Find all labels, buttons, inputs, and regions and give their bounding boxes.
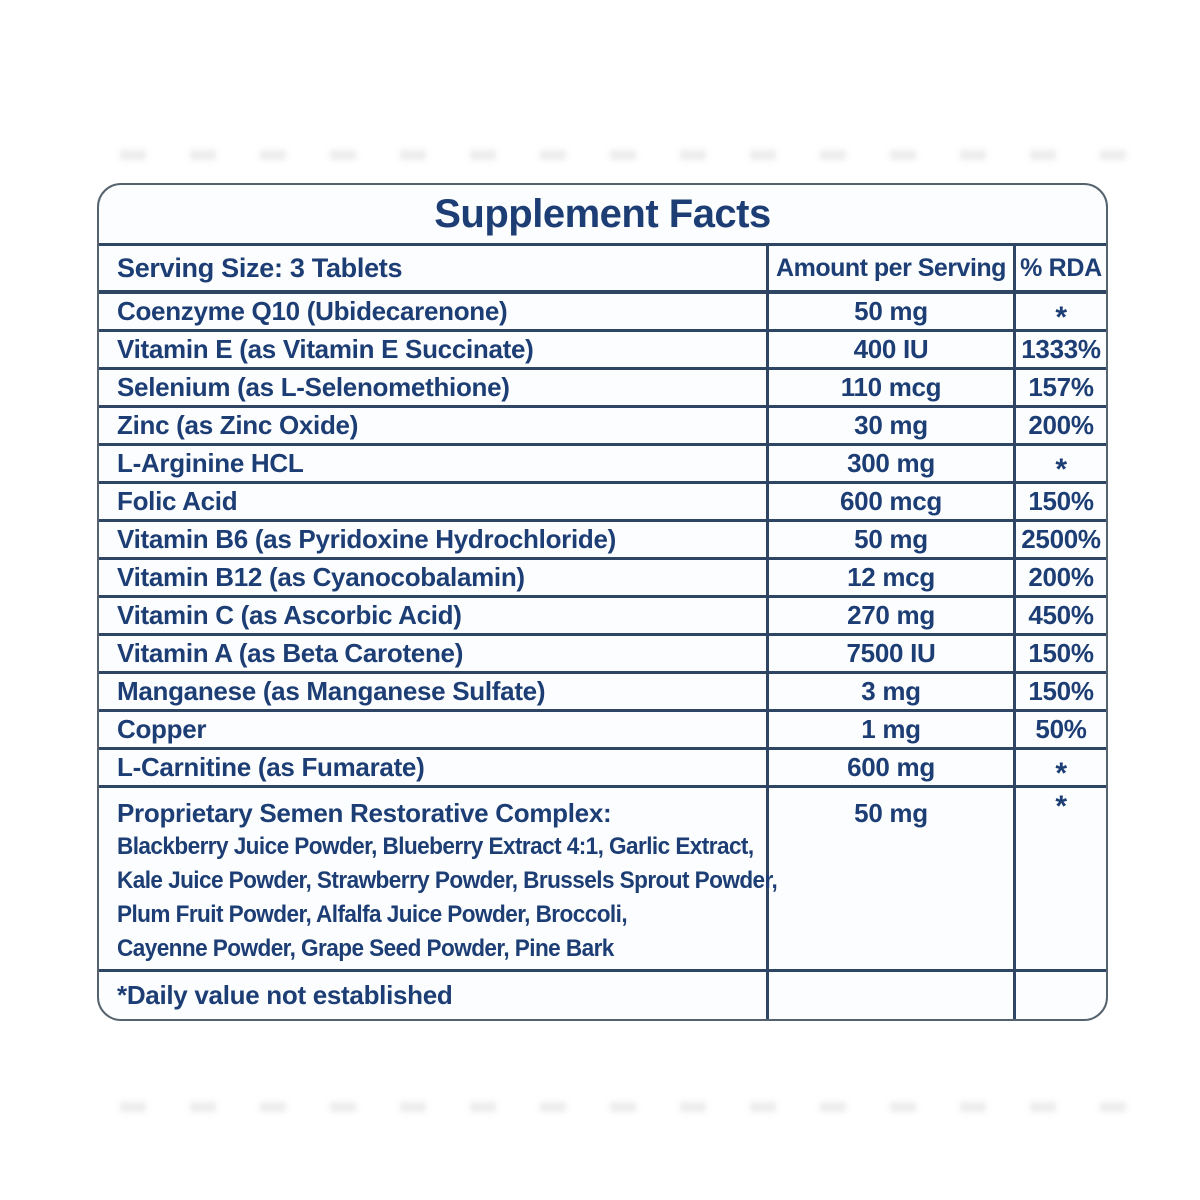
rda-value: 150%: [1013, 484, 1106, 519]
amount-value: 50 mg: [766, 294, 1013, 329]
jpeg-artifact-top: [120, 150, 1140, 160]
ingredient-name: L-Carnitine (as Fumarate): [117, 752, 425, 782]
rda-value: 450%: [1013, 598, 1106, 633]
amount-value: 300 mg: [766, 446, 1013, 481]
table-header-row: Serving Size: 3 Tablets Amount per Servi…: [99, 246, 1106, 294]
amount-value: 600 mcg: [766, 484, 1013, 519]
rda-value: *: [1013, 788, 1106, 969]
amount-value: 7500 IU: [766, 636, 1013, 671]
ingredient-name: Copper: [117, 714, 207, 744]
complex-ingredients-line: Blackberry Juice Powder, Blueberry Extra…: [117, 833, 754, 860]
proprietary-complex-row: Proprietary Semen Restorative Complex: B…: [99, 788, 1106, 972]
ingredient-name: Vitamin B12 (as Cyanocobalamin): [117, 562, 525, 592]
table-row: Zinc (as Zinc Oxide) 30 mg 200%: [99, 408, 1106, 446]
complex-ingredients-line: Plum Fruit Powder, Alfalfa Juice Powder,…: [117, 901, 628, 928]
amount-value: 400 IU: [766, 332, 1013, 367]
proprietary-complex-block: Proprietary Semen Restorative Complex: B…: [99, 788, 778, 969]
ingredient-name: Zinc (as Zinc Oxide): [117, 410, 359, 440]
rda-value: *: [1013, 750, 1106, 788]
panel-title: Supplement Facts: [434, 191, 771, 236]
table-row: Vitamin C (as Ascorbic Acid) 270 mg 450%: [99, 598, 1106, 636]
table-row: L-Arginine HCL 300 mg *: [99, 446, 1106, 484]
rda-value: 150%: [1013, 636, 1106, 671]
footnote: *Daily value not established: [117, 980, 453, 1010]
jpeg-artifact-bottom: [120, 1102, 1140, 1112]
rda-column-header: % RDA: [1013, 246, 1106, 290]
ingredient-name: Coenzyme Q10 (Ubidecarenone): [117, 296, 508, 326]
ingredient-name: Vitamin A (as Beta Carotene): [117, 638, 464, 668]
footnote-row: *Daily value not established: [99, 972, 1106, 1019]
table-row: L-Carnitine (as Fumarate) 600 mg *: [99, 750, 1106, 788]
table-row: Copper 1 mg 50%: [99, 712, 1106, 750]
ingredient-name: Vitamin E (as Vitamin E Succinate): [117, 334, 534, 364]
table-row: Coenzyme Q10 (Ubidecarenone) 50 mg *: [99, 294, 1106, 332]
amount-value: 50 mg: [766, 522, 1013, 557]
serving-size-label: Serving Size: 3 Tablets: [117, 252, 403, 283]
table-row: Vitamin E (as Vitamin E Succinate) 400 I…: [99, 332, 1106, 370]
ingredient-name: Selenium (as L-Selenomethione): [117, 372, 510, 402]
ingredient-name: Folic Acid: [117, 486, 238, 516]
amount-value: 12 mcg: [766, 560, 1013, 595]
amount-column-header: Amount per Serving: [766, 246, 1013, 290]
amount-value: 270 mg: [766, 598, 1013, 633]
footnote-rda-spacer: [1013, 972, 1106, 1019]
amount-value: 110 mcg: [766, 370, 1013, 405]
table-row: Vitamin A (as Beta Carotene) 7500 IU 150…: [99, 636, 1106, 674]
amount-value: 600 mg: [766, 750, 1013, 785]
amount-value: 50 mg: [766, 788, 1013, 969]
rda-value: 157%: [1013, 370, 1106, 405]
amount-value: 1 mg: [766, 712, 1013, 747]
proprietary-complex-title: Proprietary Semen Restorative Complex:: [117, 798, 612, 828]
rda-value: 200%: [1013, 408, 1106, 443]
complex-ingredients-line: Kale Juice Powder, Strawberry Powder, Br…: [117, 867, 778, 894]
rda-value: *: [1013, 294, 1106, 332]
rda-value: 2500%: [1013, 522, 1106, 557]
panel-title-row: Supplement Facts: [99, 185, 1106, 246]
supplement-facts-panel: Supplement Facts Serving Size: 3 Tablets…: [97, 183, 1108, 1021]
footnote-amount-spacer: [766, 972, 1013, 1019]
ingredient-name: Manganese (as Manganese Sulfate): [117, 676, 546, 706]
rda-value: *: [1013, 446, 1106, 484]
amount-value: 30 mg: [766, 408, 1013, 443]
table-row: Vitamin B6 (as Pyridoxine Hydrochloride)…: [99, 522, 1106, 560]
ingredient-name: Vitamin B6 (as Pyridoxine Hydrochloride): [117, 524, 616, 554]
rda-value: 200%: [1013, 560, 1106, 595]
table-row: Vitamin B12 (as Cyanocobalamin) 12 mcg 2…: [99, 560, 1106, 598]
rda-value: 50%: [1013, 712, 1106, 747]
rda-value: 1333%: [1013, 332, 1106, 367]
rda-value: 150%: [1013, 674, 1106, 709]
table-row: Manganese (as Manganese Sulfate) 3 mg 15…: [99, 674, 1106, 712]
complex-ingredients-line: Cayenne Powder, Grape Seed Powder, Pine …: [117, 935, 614, 962]
amount-value: 3 mg: [766, 674, 1013, 709]
proprietary-complex-ingredients: Blackberry Juice Powder, Blueberry Extra…: [117, 830, 778, 966]
ingredient-name: Vitamin C (as Ascorbic Acid): [117, 600, 462, 630]
table-row: Selenium (as L-Selenomethione) 110 mcg 1…: [99, 370, 1106, 408]
table-row: Folic Acid 600 mcg 150%: [99, 484, 1106, 522]
ingredient-name: L-Arginine HCL: [117, 448, 304, 478]
